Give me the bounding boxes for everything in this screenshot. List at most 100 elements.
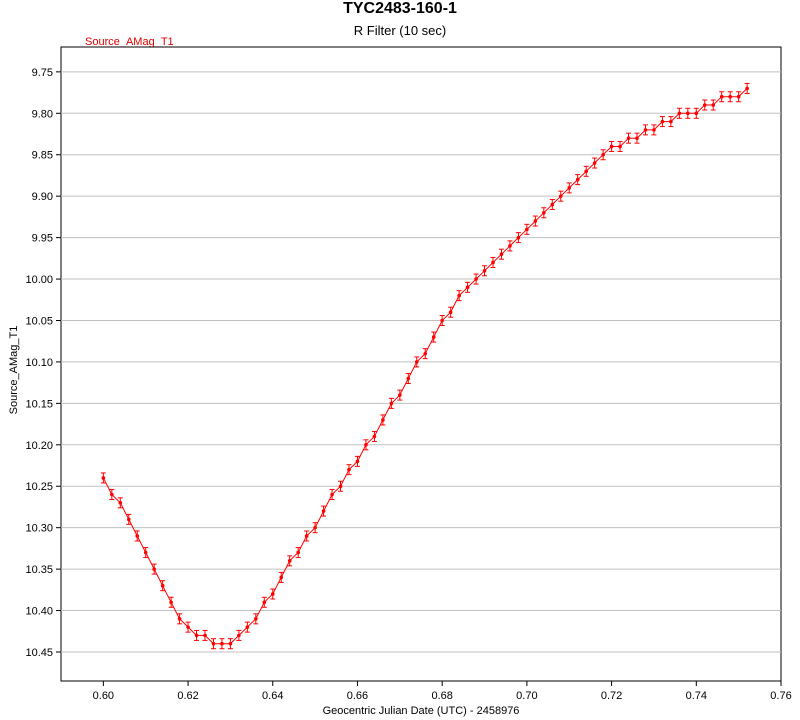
- point-marker: [575, 177, 580, 182]
- data-point: [380, 414, 386, 426]
- data-point: [151, 563, 157, 575]
- data-point: [456, 290, 462, 302]
- data-point: [168, 596, 174, 608]
- data-point: [100, 472, 106, 484]
- data-point: [583, 165, 589, 177]
- point-marker: [245, 625, 250, 629]
- point-marker: [313, 525, 317, 530]
- point-marker: [160, 583, 165, 588]
- point-marker: [228, 641, 233, 646]
- data-point: [515, 232, 521, 244]
- point-marker: [635, 136, 639, 140]
- y-tick-label: 10.45: [25, 647, 53, 659]
- data-point: [575, 174, 581, 186]
- point-marker: [702, 103, 707, 107]
- y-tick-label: 9.95: [32, 233, 53, 245]
- data-point: [566, 182, 572, 194]
- data-point: [244, 621, 250, 633]
- data-point: [727, 91, 733, 103]
- data-point: [185, 621, 191, 633]
- point-marker: [389, 401, 394, 406]
- y-tick-label: 10.10: [25, 357, 53, 369]
- data-point: [346, 464, 352, 476]
- data-point: [592, 157, 598, 169]
- data-point: [160, 580, 166, 592]
- data-point: [685, 107, 691, 119]
- point-marker: [296, 550, 300, 555]
- point-marker: [203, 633, 207, 638]
- data-point: [702, 99, 708, 111]
- point-marker: [542, 210, 546, 215]
- x-axis-label: Geocentric Julian Date (UTC) - 2458976: [323, 705, 520, 717]
- x-tick-label: 0.68: [431, 690, 452, 702]
- point-marker: [465, 285, 470, 290]
- data-point: [194, 629, 200, 641]
- point-marker: [279, 575, 284, 580]
- chart-subtitle: R Filter (10 sec): [353, 23, 447, 38]
- data-point: [448, 306, 454, 318]
- point-marker: [330, 492, 334, 497]
- data-point: [719, 91, 725, 103]
- point-marker: [457, 293, 461, 298]
- point-marker: [423, 351, 428, 356]
- point-marker: [499, 252, 504, 256]
- data-point: [558, 190, 564, 202]
- data-point: [236, 629, 242, 641]
- data-point: [439, 314, 445, 326]
- data-point: [431, 331, 437, 343]
- plot-area: [60, 46, 782, 682]
- point-marker: [431, 335, 436, 339]
- data-point: [227, 638, 233, 650]
- data-point: [371, 431, 377, 443]
- data-point: [659, 116, 665, 128]
- point-marker: [177, 617, 182, 621]
- data-point: [710, 99, 716, 111]
- point-marker: [186, 625, 190, 629]
- point-marker: [652, 128, 656, 132]
- point-marker: [381, 418, 385, 422]
- y-tick-label: 10.05: [25, 315, 53, 327]
- point-marker: [728, 94, 732, 99]
- point-marker: [719, 94, 724, 99]
- point-marker: [694, 111, 699, 116]
- point-marker: [601, 152, 605, 157]
- data-series: [100, 82, 750, 650]
- point-marker: [194, 633, 199, 638]
- data-point: [414, 356, 420, 368]
- data-point: [143, 547, 149, 559]
- grid-lines: [61, 71, 781, 653]
- data-point: [549, 198, 555, 210]
- point-marker: [143, 550, 148, 555]
- data-point: [651, 124, 657, 136]
- data-point: [202, 629, 208, 641]
- data-point: [363, 439, 369, 451]
- point-marker: [669, 119, 673, 124]
- data-point: [465, 281, 471, 293]
- point-marker: [609, 144, 614, 149]
- point-marker: [643, 128, 648, 132]
- point-marker: [355, 459, 360, 464]
- y-tick-label: 10.25: [25, 481, 53, 493]
- point-marker: [550, 202, 555, 207]
- data-point: [397, 389, 403, 401]
- point-marker: [626, 136, 631, 140]
- data-point: [329, 489, 335, 501]
- point-marker: [660, 119, 665, 124]
- point-marker: [118, 501, 123, 505]
- data-point: [642, 124, 648, 136]
- point-marker: [567, 186, 572, 190]
- x-tick-label: 0.70: [516, 690, 537, 702]
- point-marker: [448, 310, 453, 315]
- legend-label: Source_AMag_T1: [85, 36, 174, 48]
- point-marker: [101, 476, 106, 480]
- data-point: [422, 348, 428, 360]
- data-point: [312, 522, 318, 534]
- data-point: [338, 480, 344, 492]
- point-marker: [592, 161, 597, 165]
- data-point: [219, 638, 225, 650]
- point-marker: [287, 559, 292, 563]
- point-marker: [254, 617, 258, 621]
- point-marker: [745, 86, 749, 91]
- point-marker: [677, 111, 682, 116]
